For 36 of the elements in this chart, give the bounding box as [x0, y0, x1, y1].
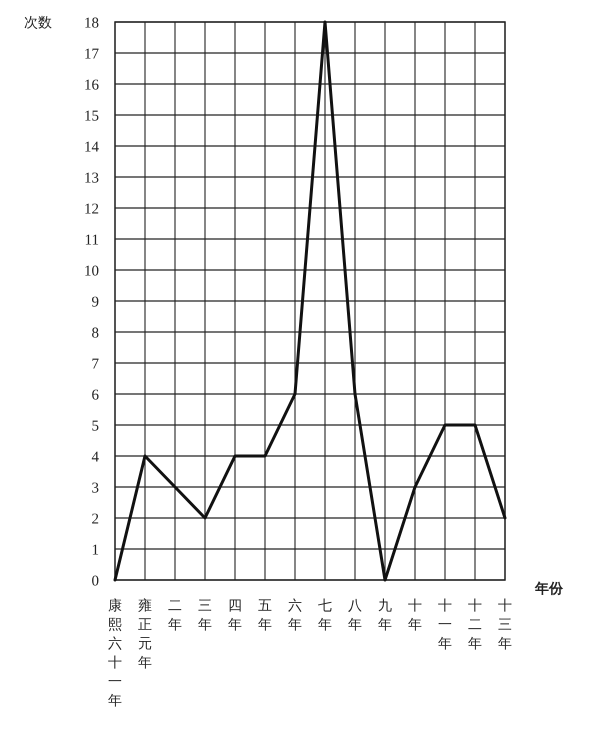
y-tick-label: 18 — [84, 15, 99, 32]
y-tick-label: 3 — [92, 480, 99, 496]
x-tick-label: 二年 — [168, 598, 182, 633]
y-tick-label: 0 — [92, 573, 99, 590]
x-tick-label: 五年 — [258, 598, 272, 633]
y-tick-label: 6 — [92, 387, 100, 404]
y-tick-label: 8 — [92, 325, 99, 342]
x-tick-label: 六年 — [288, 598, 302, 633]
x-tick-label: 八年 — [348, 598, 362, 633]
y-tick-label: 15 — [84, 108, 99, 124]
x-tick-label: 雍正元年 — [138, 598, 152, 671]
x-axis-title: 年份 — [534, 580, 564, 597]
x-tick-label: 三年 — [198, 598, 212, 633]
x-tick-label: 十一年 — [438, 598, 452, 652]
x-tick-label: 七年 — [318, 598, 332, 633]
y-tick-label: 1 — [92, 542, 99, 558]
y-tick-label: 5 — [92, 418, 99, 434]
x-tick-label: 十二年 — [468, 598, 482, 652]
line-series — [114, 20, 506, 582]
x-tick-label: 四年 — [228, 598, 242, 633]
x-tick-label: 十三年 — [498, 598, 512, 652]
y-tick-label: 7 — [92, 356, 100, 372]
y-tick-label: 17 — [84, 46, 100, 62]
x-tick-label: 康熙六十一年 — [108, 598, 122, 709]
x-tick-label: 九年 — [378, 598, 392, 633]
x-tick-label: 十年 — [408, 598, 422, 633]
y-tick-label: 16 — [84, 77, 100, 94]
y-tick-label: 14 — [84, 139, 100, 156]
y-tick-label: 9 — [92, 294, 99, 310]
y-tick-label: 4 — [92, 449, 100, 466]
y-tick-label: 12 — [84, 201, 99, 218]
y-tick-label: 11 — [84, 232, 99, 248]
y-tick-label: 10 — [84, 263, 99, 280]
y-tick-label: 2 — [92, 511, 99, 528]
y-axis-title: 次数 — [24, 14, 52, 31]
y-tick-label: 13 — [84, 170, 99, 186]
